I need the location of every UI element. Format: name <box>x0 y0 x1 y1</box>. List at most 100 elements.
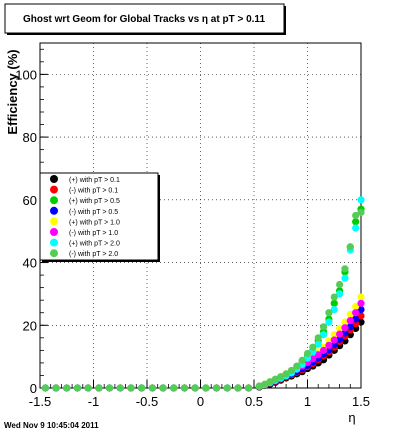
data-point <box>330 331 338 339</box>
data-point <box>341 274 349 282</box>
legend-label: (+) with pT > 1.0 <box>69 219 120 226</box>
data-point <box>223 384 231 392</box>
data-point <box>277 373 285 381</box>
data-point <box>293 362 301 370</box>
y-tick-label: 20 <box>23 318 37 333</box>
data-point <box>266 378 274 386</box>
data-point <box>336 290 344 298</box>
y-tick-label: 0 <box>30 381 37 396</box>
data-point <box>346 316 354 325</box>
data-point <box>212 384 221 392</box>
legend-marker <box>50 238 58 247</box>
legend-label: (+) with pT > 0.1 <box>69 177 120 184</box>
data-point <box>336 330 344 338</box>
data-point <box>314 340 322 348</box>
data-point <box>138 384 146 392</box>
data-point <box>346 323 354 331</box>
data-point <box>352 224 360 232</box>
data-point <box>352 309 360 317</box>
data-point <box>148 384 156 392</box>
data-point <box>202 384 210 392</box>
data-point <box>170 384 178 392</box>
y-axis-label: Efficiency (%) <box>5 49 20 134</box>
data-point <box>341 265 349 273</box>
x-tick-label: 1.5 <box>352 394 370 409</box>
x-tick-label: 0 <box>197 394 204 409</box>
data-point <box>341 329 349 337</box>
legend-label: (+) with pT > 2.0 <box>69 241 120 248</box>
data-point <box>346 243 354 251</box>
data-point <box>357 305 365 314</box>
legend: (+) with pT > 0.1 (-) with pT > 0.1 (+) wi… <box>39 172 160 262</box>
legend-shadow-bottom <box>42 260 160 262</box>
data-point <box>116 384 124 392</box>
x-tick-label: -1 <box>88 394 100 409</box>
y-tick-label: 60 <box>23 193 37 208</box>
data-point <box>319 346 328 354</box>
data-point <box>357 208 365 216</box>
x-tick-label: 0.5 <box>245 394 263 409</box>
data-point <box>282 370 290 378</box>
legend-marker <box>50 249 58 258</box>
data-point <box>319 323 328 331</box>
data-point <box>357 299 365 307</box>
data-point <box>325 341 333 349</box>
data-point <box>261 380 269 388</box>
data-point <box>330 336 338 344</box>
data-point <box>63 384 71 392</box>
data-point <box>325 318 333 326</box>
data-point <box>309 355 317 363</box>
legend-label: (+) with pT > 0.5 <box>69 198 120 205</box>
legend-label: (-) with pT > 1.0 <box>69 230 118 237</box>
legend-label: (-) with pT > 2.0 <box>69 251 118 258</box>
data-point <box>357 196 365 204</box>
data-point <box>245 384 253 392</box>
data-point <box>287 366 296 375</box>
x-tick-label: -1.5 <box>29 394 51 409</box>
data-point <box>303 349 312 358</box>
data-point <box>52 384 60 392</box>
data-point <box>159 384 167 392</box>
legend-marker <box>50 196 58 205</box>
x-axis-label: η <box>348 410 355 425</box>
data-point <box>84 384 92 392</box>
data-point <box>234 384 242 392</box>
data-point <box>357 312 365 320</box>
legend-marker <box>50 228 58 236</box>
data-point <box>309 343 317 351</box>
data-point <box>352 218 360 226</box>
title-box-shadow-bottom <box>7 33 286 35</box>
data-point <box>352 211 360 220</box>
y-tick-label: 100 <box>15 67 37 82</box>
data-point <box>180 384 189 392</box>
legend-marker <box>50 185 58 194</box>
y-tick-label: 80 <box>23 130 37 145</box>
data-point <box>73 384 82 392</box>
data-point <box>325 309 333 317</box>
data-point <box>95 384 103 392</box>
data-point <box>127 384 135 392</box>
legend-marker <box>50 206 58 215</box>
data-point <box>357 293 365 301</box>
data-point <box>336 280 344 289</box>
data-point <box>298 356 306 364</box>
data-point <box>319 331 328 339</box>
data-point <box>330 305 338 314</box>
data-point <box>341 324 349 332</box>
y-tick-label: 40 <box>23 256 37 271</box>
x-tick-label: 1 <box>304 394 311 409</box>
data-point <box>336 335 344 343</box>
timestamp: Wed Nov 9 10:45:04 2011 <box>4 421 99 430</box>
title-box <box>4 3 285 34</box>
axes: -1.5 -1 -0.5 0 0.5 1 1.5 0 20 40 60 80 100 <box>15 42 370 409</box>
data-point <box>352 302 360 311</box>
data-point <box>271 375 279 383</box>
x-tick-label: -0.5 <box>136 394 158 409</box>
data-point <box>314 334 322 342</box>
legend-label: (-) with pT > 0.5 <box>69 209 118 216</box>
data-points <box>41 196 365 392</box>
data-point <box>314 351 322 359</box>
title-box-shadow <box>284 6 286 35</box>
data-point <box>105 384 114 392</box>
